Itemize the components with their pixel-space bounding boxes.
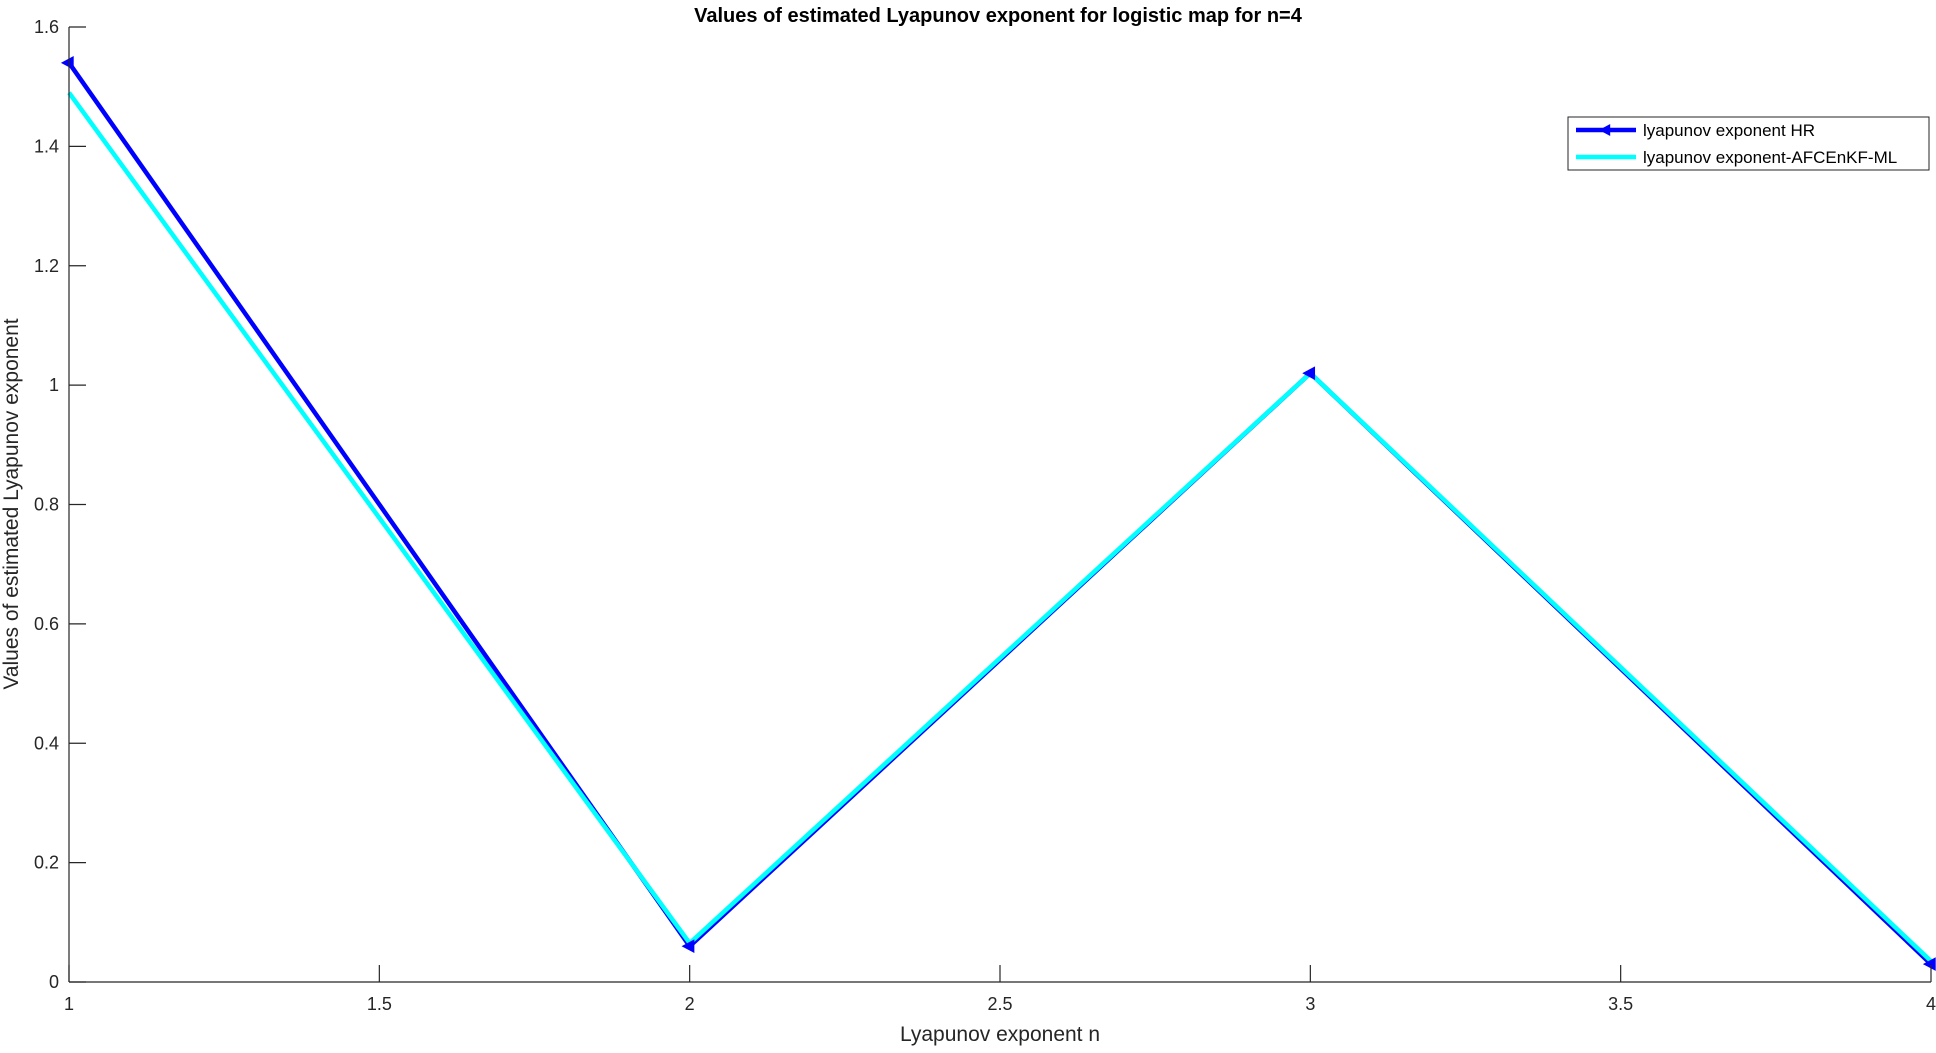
x-ticks: 1 1.5 2 2.5 3 3.5 4	[64, 965, 1936, 1014]
y-axis-label: Values of estimated Lyapunov exponent	[0, 318, 23, 689]
x-tick-label: 3.5	[1608, 994, 1633, 1014]
y-tick-label: 0.6	[34, 614, 59, 634]
x-tick-label: 3	[1305, 994, 1315, 1014]
x-tick-label: 1.5	[367, 994, 392, 1014]
y-tick-label: 0.4	[34, 733, 59, 753]
series-layer	[60, 56, 1936, 971]
y-tick-label: 1.4	[34, 136, 59, 156]
chart-title: Values of estimated Lyapunov exponent fo…	[694, 5, 1303, 27]
legend: lyapunov exponent HR lyapunov exponent-AF…	[1567, 116, 1930, 171]
y-tick-label: 0.2	[34, 853, 59, 873]
legend-items: lyapunov exponent HR lyapunov exponent-AF…	[1576, 121, 1897, 167]
x-tick-label: 1	[64, 994, 74, 1014]
y-tick-label: 1.2	[34, 256, 59, 276]
data-point-marker	[681, 939, 695, 953]
legend-label-1: lyapunov exponent HR	[1643, 121, 1815, 140]
y-tick-label: 1	[49, 375, 59, 395]
y-ticks: 0 0.2 0.4 0.6 0.8 1 1.2 1.4 1.6	[34, 17, 86, 992]
y-tick-label: 0	[49, 972, 59, 992]
data-point-marker	[60, 56, 74, 70]
x-axis-label: Lyapunov exponent n	[900, 1023, 1100, 1046]
x-tick-label: 2	[685, 994, 695, 1014]
series-line-2	[67, 91, 1933, 963]
data-point-marker	[1922, 957, 1936, 971]
legend-marker	[1599, 124, 1611, 136]
legend-box	[1567, 116, 1930, 171]
x-tick-label: 4	[1926, 994, 1936, 1014]
y-tick-label: 1.6	[34, 17, 59, 37]
data-point-marker	[1302, 366, 1316, 380]
x-tick-label: 2.5	[987, 994, 1012, 1014]
legend-label-2: lyapunov exponent-AFCEnKF-ML	[1643, 148, 1897, 167]
y-tick-label: 0.8	[34, 495, 59, 515]
